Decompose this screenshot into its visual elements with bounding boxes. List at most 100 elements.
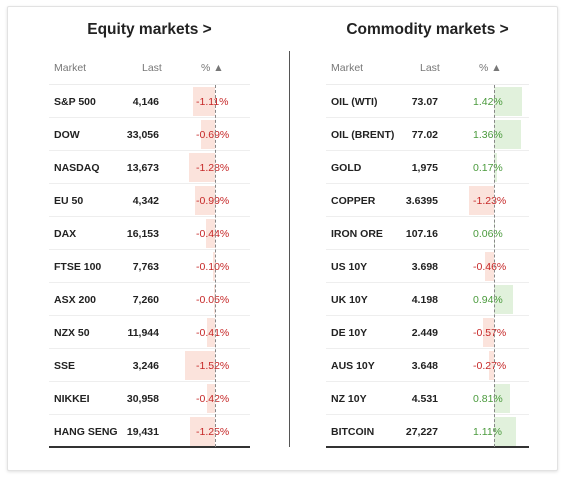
last-price: 27,227: [405, 426, 438, 438]
commodity-table-header: Market Last % ▲: [326, 51, 529, 85]
percent-change: -0.57%: [473, 327, 507, 339]
market-name[interactable]: ASX 200: [54, 294, 97, 306]
header-last: Last: [420, 62, 440, 74]
header-last: Last: [142, 62, 162, 74]
market-name[interactable]: NASDAQ: [54, 162, 100, 174]
last-price: 107.16: [405, 228, 438, 240]
percent-change: 0.06%: [473, 228, 503, 240]
last-price: 16,153: [126, 228, 159, 240]
last-price: 2.449: [411, 327, 438, 339]
table-row[interactable]: NZ 10Y 4.531 0.81%: [326, 382, 529, 415]
percent-change: -0.05%: [196, 294, 230, 306]
last-price: 33,056: [126, 129, 159, 141]
last-price: 3,246: [132, 360, 159, 372]
market-name[interactable]: SSE: [54, 360, 76, 372]
table-row[interactable]: IRON ORE 107.16 0.06%: [326, 217, 529, 250]
last-price: 4.198: [411, 294, 438, 306]
percent-change: -1.52%: [196, 360, 230, 372]
percent-change: -1.28%: [196, 162, 230, 174]
percent-change: -1.11%: [196, 96, 229, 108]
column-divider: [289, 51, 290, 447]
change-bar: [189, 153, 215, 182]
percent-change: -0.41%: [196, 327, 230, 339]
change-bar: [494, 384, 511, 413]
percent-change: -0.46%: [473, 261, 507, 273]
percent-change: -0.69%: [196, 129, 230, 141]
change-bar: [494, 120, 522, 149]
last-price: 13,673: [126, 162, 159, 174]
table-row[interactable]: NIKKEI 30,958 -0.42%: [49, 382, 250, 415]
table-row[interactable]: OIL (BRENT) 77.02 1.36%: [326, 118, 529, 151]
market-name[interactable]: AUS 10Y: [331, 360, 375, 372]
market-name[interactable]: NZ 10Y: [331, 393, 367, 405]
change-bar: [484, 252, 494, 281]
market-name[interactable]: HANG SENG: [54, 426, 118, 438]
table-row[interactable]: OIL (WTI) 73.07 1.42%: [326, 85, 529, 118]
table-row[interactable]: S&P 500 4,146 -1.11%: [49, 85, 250, 118]
percent-change: -0.27%: [473, 360, 507, 372]
table-row[interactable]: AUS 10Y 3.648 -0.27%: [326, 349, 529, 382]
table-row[interactable]: EU 50 4,342 -0.99%: [49, 184, 250, 217]
table-row[interactable]: BITCOIN 27,227 1.11%: [326, 415, 529, 448]
change-bar: [214, 285, 215, 314]
market-name[interactable]: UK 10Y: [331, 294, 368, 306]
market-name[interactable]: EU 50: [54, 195, 84, 207]
market-name[interactable]: COPPER: [331, 195, 376, 207]
table-row[interactable]: NZX 50 11,944 -0.41%: [49, 316, 250, 349]
table-row[interactable]: COPPER 3.6395 -1.23%: [326, 184, 529, 217]
header-pct-sort[interactable]: % ▲: [479, 62, 502, 74]
table-row[interactable]: UK 10Y 4.198 0.94%: [326, 283, 529, 316]
percent-change: -0.44%: [196, 228, 230, 240]
market-name[interactable]: OIL (WTI): [331, 96, 378, 108]
last-price: 19,431: [126, 426, 159, 438]
table-row[interactable]: NASDAQ 13,673 -1.28%: [49, 151, 250, 184]
market-name[interactable]: S&P 500: [54, 96, 96, 108]
last-price: 4.531: [411, 393, 438, 405]
market-name[interactable]: OIL (BRENT): [331, 129, 395, 141]
last-price: 30,958: [126, 393, 159, 405]
percent-change: 1.36%: [473, 129, 503, 141]
table-row[interactable]: FTSE 100 7,763 -0.10%: [49, 250, 250, 283]
zero-line: [494, 85, 495, 447]
header-pct-sort[interactable]: % ▲: [201, 62, 224, 74]
change-bar: [192, 87, 215, 116]
market-name[interactable]: BITCOIN: [331, 426, 375, 438]
equity-markets-title-link[interactable]: Equity markets >: [87, 21, 212, 38]
market-name[interactable]: FTSE 100: [54, 261, 102, 273]
change-bar: [206, 318, 215, 347]
market-name[interactable]: DE 10Y: [331, 327, 368, 339]
market-name[interactable]: IRON ORE: [331, 228, 383, 240]
market-name[interactable]: GOLD: [331, 162, 362, 174]
market-name[interactable]: DAX: [54, 228, 77, 240]
market-name[interactable]: US 10Y: [331, 261, 368, 273]
change-bar: [494, 153, 498, 182]
table-row[interactable]: DAX 16,153 -0.44%: [49, 217, 250, 250]
market-name[interactable]: NIKKEI: [54, 393, 90, 405]
market-name[interactable]: DOW: [54, 129, 80, 141]
market-name[interactable]: NZX 50: [54, 327, 90, 339]
change-bar: [469, 186, 494, 215]
change-bar: [488, 351, 494, 380]
table-row[interactable]: DE 10Y 2.449 -0.57%: [326, 316, 529, 349]
table-row[interactable]: ASX 200 7,260 -0.05%: [49, 283, 250, 316]
percent-change: -0.42%: [196, 393, 230, 405]
percent-change: 0.81%: [473, 393, 503, 405]
last-price: 77.02: [411, 129, 438, 141]
last-price: 1,975: [411, 162, 438, 174]
percent-change: -0.99%: [196, 195, 230, 207]
change-bar: [494, 417, 517, 446]
last-price: 7,260: [132, 294, 159, 306]
change-bar: [184, 351, 215, 380]
change-bar: [206, 219, 215, 248]
table-row[interactable]: DOW 33,056 -0.69%: [49, 118, 250, 151]
table-row[interactable]: HANG SENG 19,431 -1.25%: [49, 415, 250, 448]
change-bar: [201, 120, 215, 149]
last-price: 3.6395: [405, 195, 438, 207]
last-price: 73.07: [411, 96, 438, 108]
commodity-markets-title-link[interactable]: Commodity markets >: [346, 21, 509, 38]
table-row[interactable]: SSE 3,246 -1.52%: [49, 349, 250, 382]
table-row[interactable]: GOLD 1,975 0.17%: [326, 151, 529, 184]
change-bar: [213, 252, 215, 281]
change-bar: [206, 384, 215, 413]
table-row[interactable]: US 10Y 3.698 -0.46%: [326, 250, 529, 283]
